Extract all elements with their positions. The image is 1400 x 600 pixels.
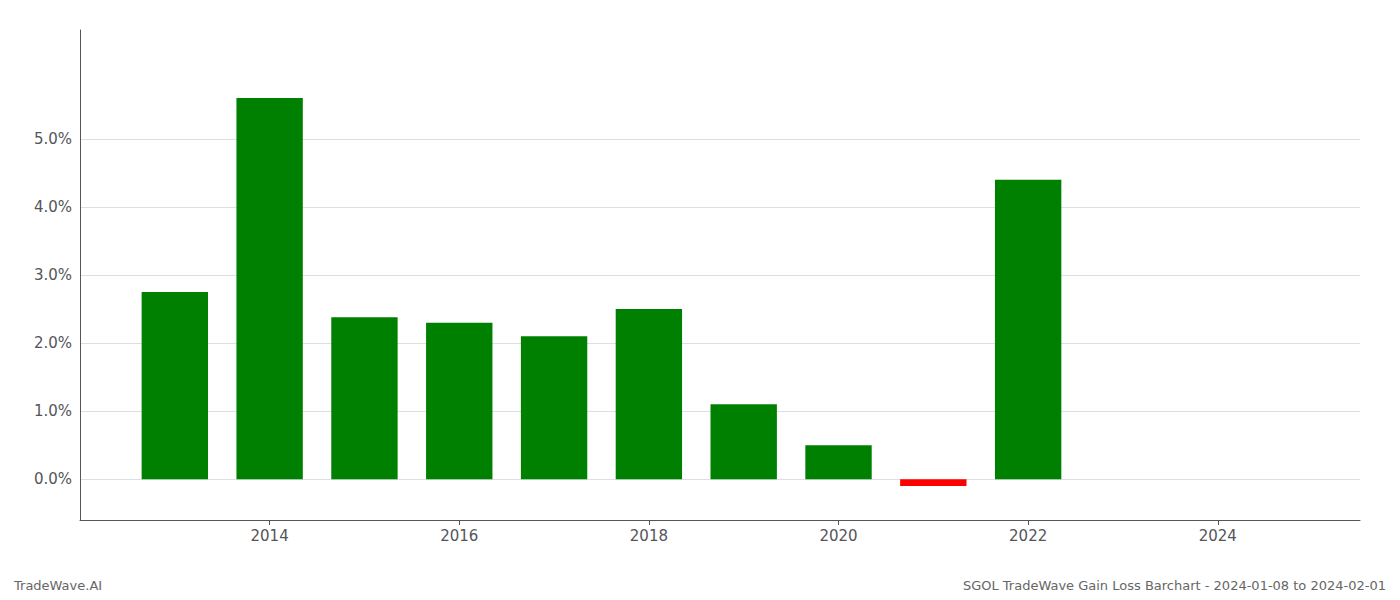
svg-text:2014: 2014 <box>251 527 289 545</box>
svg-text:SGOL TradeWave Gain Loss Barch: SGOL TradeWave Gain Loss Barchart - 2024… <box>963 578 1386 593</box>
svg-text:3.0%: 3.0% <box>34 266 72 284</box>
svg-text:2024: 2024 <box>1199 527 1237 545</box>
svg-text:1.0%: 1.0% <box>34 402 72 420</box>
svg-text:2016: 2016 <box>440 527 478 545</box>
svg-text:2.0%: 2.0% <box>34 334 72 352</box>
svg-text:2020: 2020 <box>819 527 857 545</box>
svg-text:0.0%: 0.0% <box>34 470 72 488</box>
svg-text:4.0%: 4.0% <box>34 198 72 216</box>
svg-text:2018: 2018 <box>630 527 668 545</box>
svg-text:2022: 2022 <box>1009 527 1047 545</box>
svg-text:TradeWave.AI: TradeWave.AI <box>13 578 102 593</box>
svg-text:5.0%: 5.0% <box>34 130 72 148</box>
